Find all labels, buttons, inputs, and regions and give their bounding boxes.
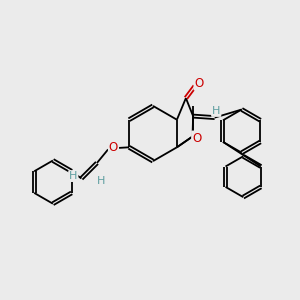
Text: O: O [192,131,201,145]
Text: O: O [109,141,118,154]
Text: H: H [97,176,106,186]
Text: O: O [194,76,204,90]
Text: H: H [212,106,220,116]
Text: H: H [69,171,77,181]
